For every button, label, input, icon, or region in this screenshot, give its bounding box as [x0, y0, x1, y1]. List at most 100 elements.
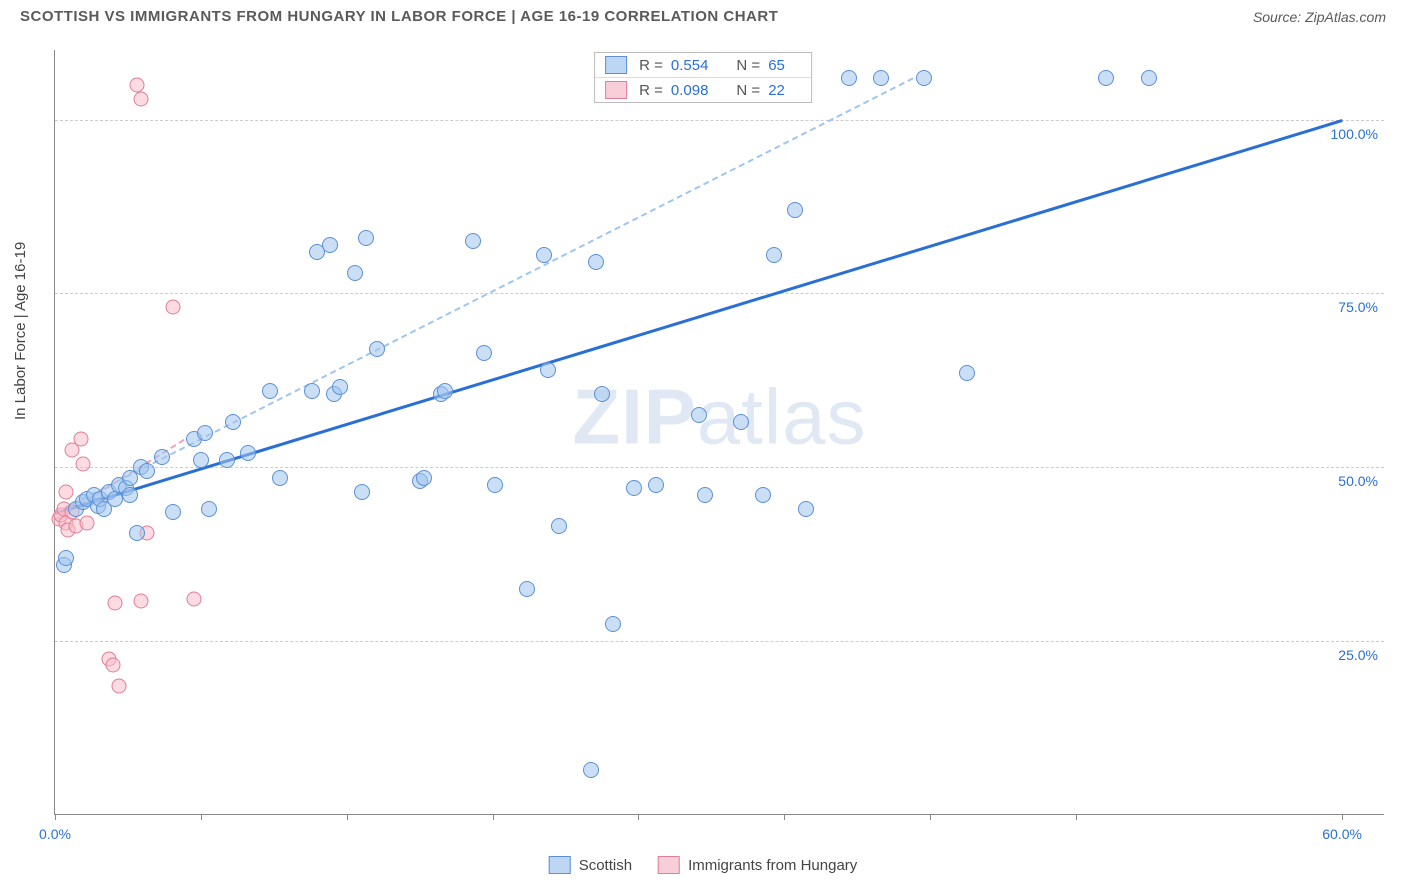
x-tick [638, 814, 639, 820]
n-value: 22 [768, 82, 785, 99]
data-point-scottish [1098, 70, 1114, 86]
r-label: R = [639, 57, 663, 74]
data-point-scottish [787, 202, 803, 218]
data-point-scottish [536, 247, 552, 263]
y-tick-label: 50.0% [1338, 473, 1378, 489]
data-point-scottish [165, 504, 181, 520]
data-point-scottish [437, 383, 453, 399]
data-point-hungary [112, 679, 127, 694]
y-tick-label: 100.0% [1331, 126, 1378, 142]
data-point-hungary [133, 593, 148, 608]
data-point-hungary [133, 91, 148, 106]
data-point-scottish [347, 265, 363, 281]
swatch-a-icon [605, 56, 627, 74]
data-point-scottish [959, 365, 975, 381]
data-point-scottish [605, 616, 621, 632]
x-tick [55, 814, 56, 820]
y-tick-label: 25.0% [1338, 647, 1378, 663]
data-point-scottish [626, 480, 642, 496]
x-tick [784, 814, 785, 820]
legend-item-b: Immigrants from Hungary [658, 856, 857, 874]
data-point-scottish [154, 449, 170, 465]
y-axis-label: In Labor Force | Age 16-19 [12, 242, 29, 420]
data-point-scottish [487, 477, 503, 493]
data-point-scottish [332, 379, 348, 395]
data-point-scottish [540, 362, 556, 378]
n-label: N = [736, 57, 760, 74]
data-point-scottish [358, 230, 374, 246]
legend-label: Scottish [579, 857, 632, 874]
data-point-scottish [225, 414, 241, 430]
data-point-scottish [219, 452, 235, 468]
legend-label: Immigrants from Hungary [688, 857, 857, 874]
data-point-scottish [697, 487, 713, 503]
swatch-b-icon [658, 856, 680, 874]
r-value: 0.554 [671, 57, 709, 74]
gridline [55, 293, 1384, 294]
data-point-scottish [465, 233, 481, 249]
x-tick [201, 814, 202, 820]
stats-row-b: R = 0.098 N = 22 [595, 77, 811, 102]
data-point-scottish [262, 383, 278, 399]
data-point-scottish [1141, 70, 1157, 86]
x-tick [1076, 814, 1077, 820]
data-point-hungary [105, 658, 120, 673]
data-point-scottish [583, 762, 599, 778]
watermark: ZIPatlas [572, 371, 866, 462]
data-point-hungary [80, 515, 95, 530]
data-point-scottish [322, 237, 338, 253]
swatch-a-icon [549, 856, 571, 874]
data-point-scottish [519, 581, 535, 597]
data-point-hungary [187, 592, 202, 607]
trend-dash-scottish [55, 78, 914, 514]
data-point-scottish [122, 487, 138, 503]
data-point-scottish [916, 70, 932, 86]
gridline [55, 641, 1384, 642]
data-point-scottish [588, 254, 604, 270]
stats-legend: R = 0.554 N = 65 R = 0.098 N = 22 [594, 52, 812, 103]
data-point-scottish [733, 414, 749, 430]
data-point-scottish [240, 445, 256, 461]
data-point-scottish [551, 518, 567, 534]
source-label: Source: ZipAtlas.com [1253, 9, 1386, 25]
r-value: 0.098 [671, 82, 709, 99]
n-value: 65 [768, 57, 785, 74]
data-point-hungary [129, 77, 144, 92]
data-point-scottish [648, 477, 664, 493]
bottom-legend: Scottish Immigrants from Hungary [549, 856, 858, 874]
data-point-scottish [197, 425, 213, 441]
data-point-scottish [416, 470, 432, 486]
stats-row-a: R = 0.554 N = 65 [595, 53, 811, 77]
gridline [55, 120, 1384, 121]
data-point-hungary [165, 300, 180, 315]
swatch-b-icon [605, 81, 627, 99]
x-tick-label: 60.0% [1322, 826, 1362, 842]
data-point-scottish [873, 70, 889, 86]
data-point-scottish [755, 487, 771, 503]
data-point-scottish [691, 407, 707, 423]
data-point-scottish [272, 470, 288, 486]
gridline [55, 467, 1384, 468]
data-point-hungary [73, 432, 88, 447]
data-point-scottish [798, 501, 814, 517]
x-tick [493, 814, 494, 820]
data-point-hungary [108, 595, 123, 610]
chart-title: SCOTTISH VS IMMIGRANTS FROM HUNGARY IN L… [20, 8, 778, 25]
x-tick [930, 814, 931, 820]
data-point-scottish [766, 247, 782, 263]
x-tick-label: 0.0% [39, 826, 71, 842]
data-point-scottish [354, 484, 370, 500]
data-point-hungary [75, 456, 90, 471]
data-point-scottish [58, 550, 74, 566]
x-tick [1342, 814, 1343, 820]
x-tick [347, 814, 348, 820]
plot-area: ZIPatlas 25.0%50.0%75.0%100.0%0.0%60.0% [54, 50, 1384, 815]
data-point-scottish [201, 501, 217, 517]
data-point-scottish [139, 463, 155, 479]
data-point-scottish [841, 70, 857, 86]
data-point-scottish [129, 525, 145, 541]
data-point-scottish [594, 386, 610, 402]
data-point-scottish [304, 383, 320, 399]
legend-item-a: Scottish [549, 856, 632, 874]
r-label: R = [639, 82, 663, 99]
